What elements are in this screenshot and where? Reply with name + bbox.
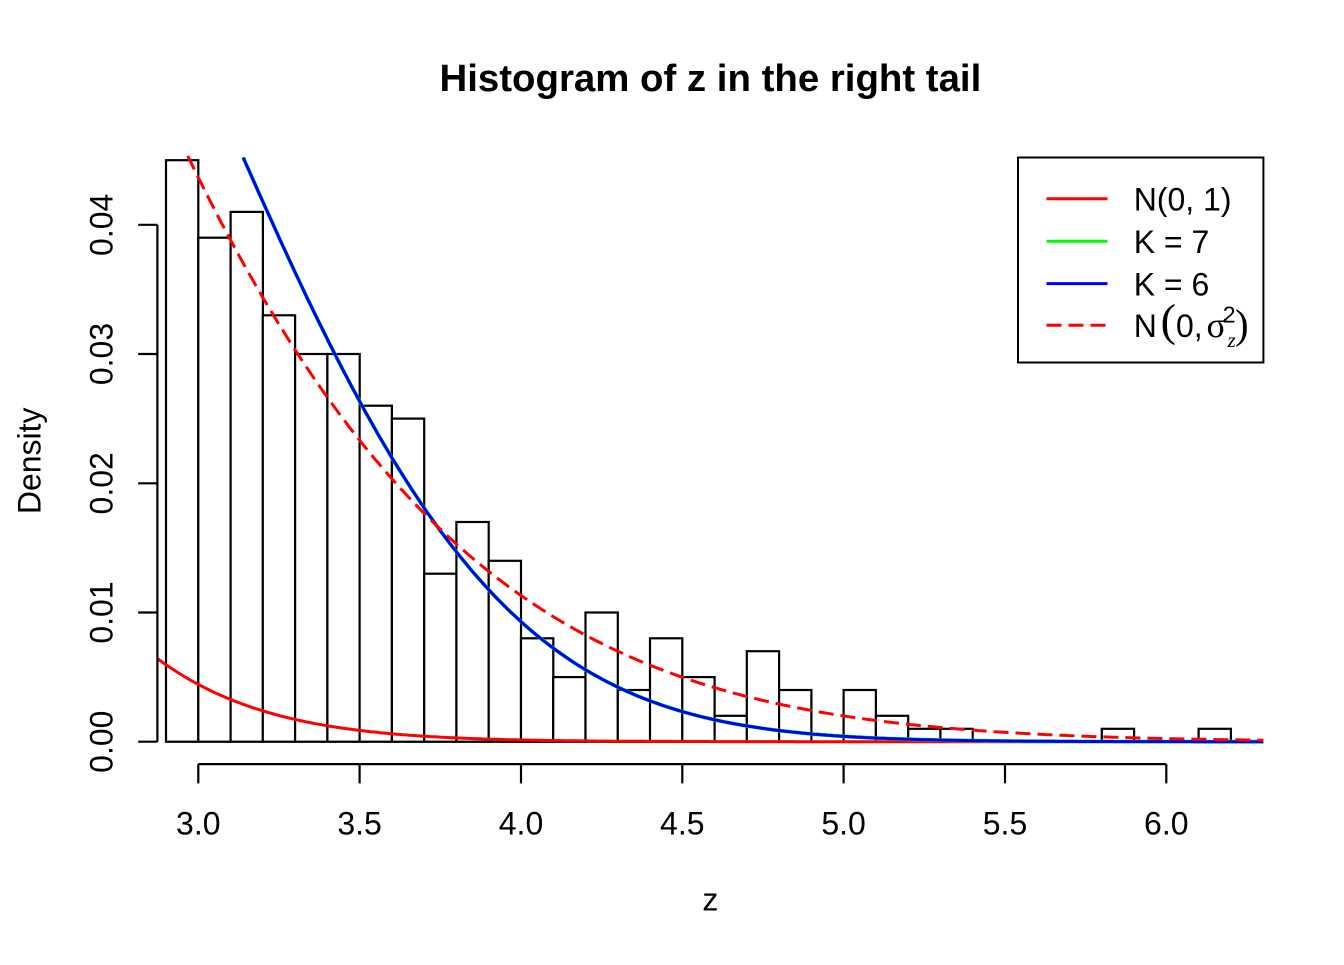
svg-text:5.0: 5.0 <box>821 805 865 841</box>
svg-text:0.03: 0.03 <box>84 323 120 385</box>
svg-text:4.5: 4.5 <box>660 805 704 841</box>
svg-text:0,: 0, <box>1176 308 1203 344</box>
svg-text:3.5: 3.5 <box>337 805 381 841</box>
svg-text:6.0: 6.0 <box>1144 805 1188 841</box>
svg-text:z: z <box>702 882 718 918</box>
svg-text:N: N <box>1134 308 1157 344</box>
svg-text:4.0: 4.0 <box>499 805 543 841</box>
svg-text:2: 2 <box>1223 302 1236 328</box>
svg-text:Histogram of z in the right ta: Histogram of z in the right tail <box>440 57 982 100</box>
svg-text:): ) <box>1235 301 1249 347</box>
svg-text:3.0: 3.0 <box>176 805 220 841</box>
svg-text:z: z <box>1227 328 1236 352</box>
svg-text:0.04: 0.04 <box>84 194 120 256</box>
svg-text:σ: σ <box>1207 305 1226 345</box>
svg-text:K = 7: K = 7 <box>1134 224 1210 260</box>
svg-text:N(0, 1): N(0, 1) <box>1134 182 1232 218</box>
svg-text:0.01: 0.01 <box>84 581 120 643</box>
svg-text:Density: Density <box>11 407 47 514</box>
svg-text:0.00: 0.00 <box>84 711 120 773</box>
svg-text:(: ( <box>1161 294 1176 345</box>
svg-text:0.02: 0.02 <box>84 452 120 514</box>
svg-text:K = 6: K = 6 <box>1134 266 1210 302</box>
svg-text:5.5: 5.5 <box>983 805 1027 841</box>
